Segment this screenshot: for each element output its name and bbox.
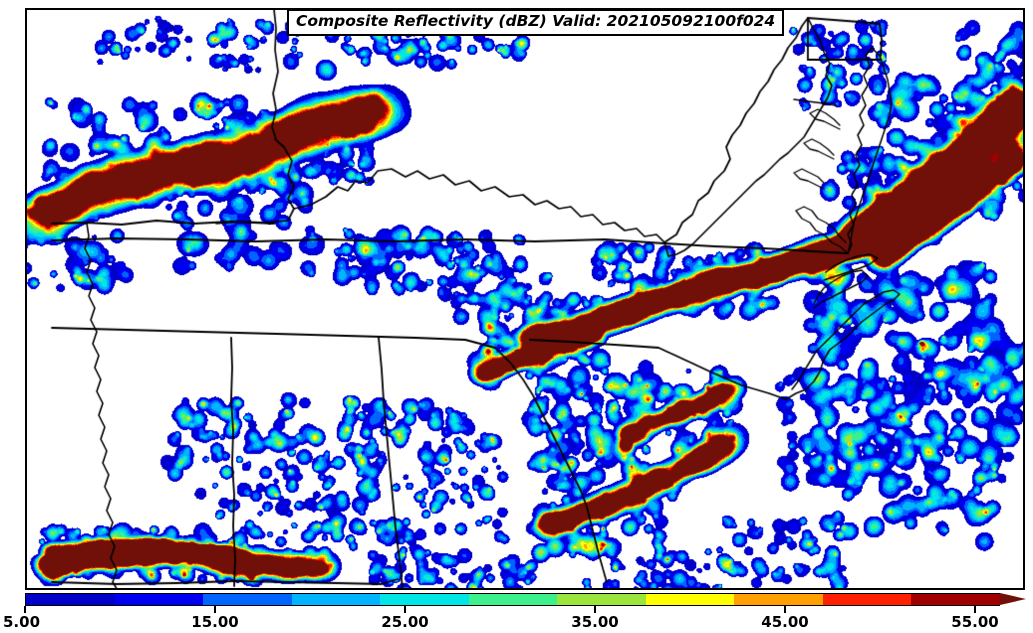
colorbar-label-2: 25.00 <box>381 613 429 631</box>
colorbar-label-5: 55.00 <box>951 613 999 631</box>
colorbar-tick-2 <box>404 606 406 613</box>
colorbar-segment-5 <box>468 594 558 605</box>
colorbar-segment-4 <box>380 594 469 605</box>
colorbar-segment-1 <box>114 594 204 605</box>
colorbar-segment-0 <box>26 594 115 605</box>
colorbar: 5.00 15.00 25.00 35.00 45.00 55.00 <box>0 592 1033 633</box>
colorbar-tick-1 <box>214 606 216 613</box>
colorbar-segment-10 <box>911 594 1001 605</box>
plot-title-box: Composite Reflectivity (dBZ) Valid: 2021… <box>287 9 785 36</box>
colorbar-tick-labels: 5.00 15.00 25.00 35.00 45.00 55.00 <box>0 613 1033 633</box>
colorbar-segment-9 <box>822 594 912 605</box>
colorbar-over-arrow <box>1000 593 1026 605</box>
colorbar-segment-7 <box>645 594 735 605</box>
colorbar-label-4: 45.00 <box>761 613 809 631</box>
colorbar-segment-3 <box>291 594 381 605</box>
colorbar-tick-0 <box>24 606 26 613</box>
colorbar-segment-8 <box>734 594 823 605</box>
page-title: Composite Reflectivity (dBZ) Valid: 2021… <box>296 12 776 30</box>
colorbar-segment-6 <box>557 594 646 605</box>
colorbar-gradient <box>25 593 1001 606</box>
colorbar-segment-2 <box>203 594 292 605</box>
colorbar-label-0: 5.00 <box>3 613 41 631</box>
colorbar-tick-4 <box>784 606 786 613</box>
map-plot-area <box>25 8 1025 590</box>
state-boundaries-layer <box>27 10 1023 588</box>
colorbar-tick-3 <box>594 606 596 613</box>
colorbar-ticks <box>0 606 1033 613</box>
colorbar-tick-5 <box>974 606 976 613</box>
colorbar-label-3: 35.00 <box>571 613 619 631</box>
colorbar-label-1: 15.00 <box>191 613 239 631</box>
